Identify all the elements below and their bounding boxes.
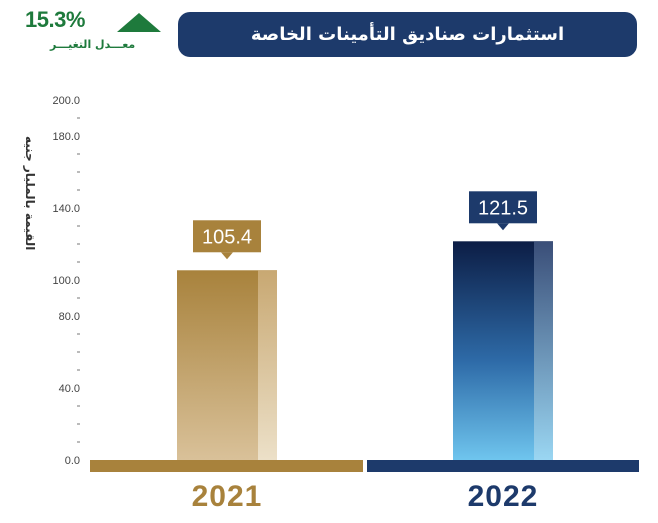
value-label-box-2022: [469, 191, 537, 224]
value-label-pointer-2021: [221, 252, 233, 260]
chart-title-bar: استثمارات صناديق التأمينات الخاصة: [178, 12, 637, 57]
bars: 105.4 121.5: [177, 191, 553, 460]
up-arrow-icon: [117, 13, 161, 32]
y-tick-label: 100.0: [52, 275, 80, 287]
y-tick-label: 40.0: [59, 383, 80, 395]
change-percentage: 15.3%: [25, 7, 85, 32]
x-tick-label-2022: 2022: [467, 480, 539, 513]
x-tick-label-2021: 2021: [191, 480, 263, 513]
y-tick-label: 140.0: [52, 203, 80, 215]
y-tick-label: 180.0: [52, 131, 80, 143]
change-rate-label: معـــدل التغيـــر: [50, 38, 136, 51]
baseline-2021: [90, 460, 363, 472]
baseline-2022: [367, 460, 639, 472]
y-tick-label: 0.0: [65, 455, 80, 467]
value-label-box-2021: [193, 220, 261, 253]
value-label-pointer-2022: [497, 223, 509, 231]
y-axis: 0.0 40.0 80.0 100.0 140.0 180.0 200.0: [52, 95, 80, 467]
y-tick-label: 200.0: [52, 95, 80, 107]
y-axis-title: القيمة بالمليار جنيه: [23, 135, 37, 250]
y-tick-label: 80.0: [59, 311, 80, 323]
chart-title: استثمارات صناديق التأمينات الخاصة: [250, 24, 565, 45]
value-label-2021: 105.4: [202, 226, 252, 248]
bar-highlight-2021: [258, 270, 277, 460]
bar-highlight-2022: [534, 241, 553, 460]
value-label-2022: 121.5: [478, 197, 528, 219]
